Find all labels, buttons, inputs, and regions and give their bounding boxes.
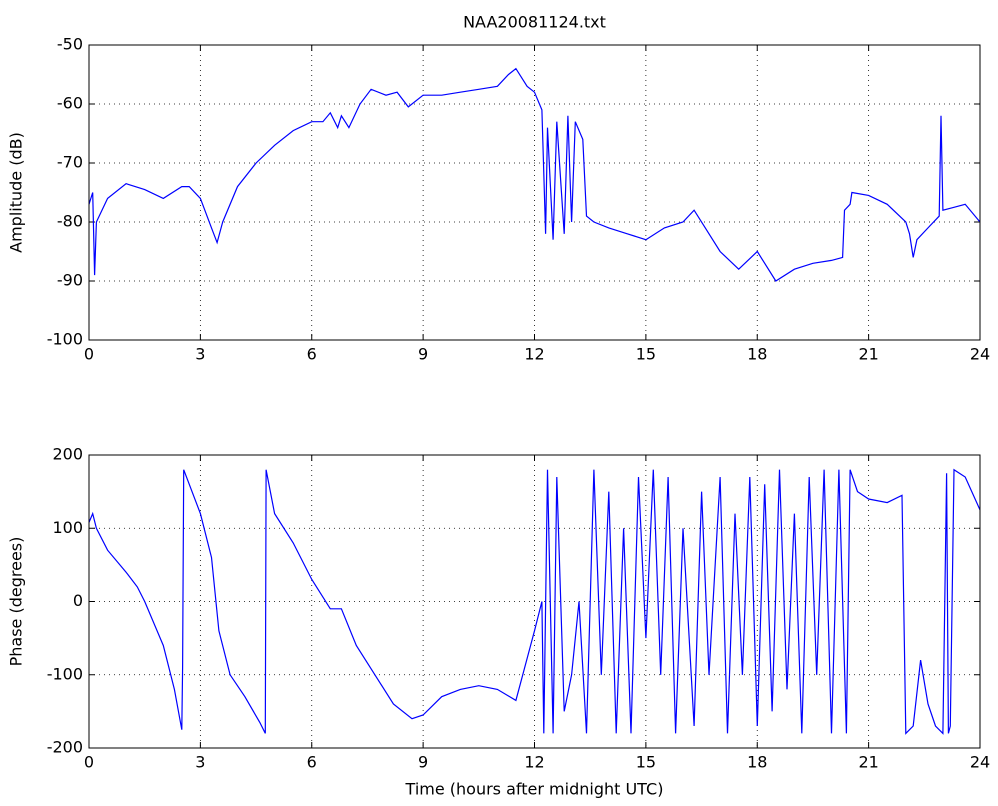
x-tick-label: 24 [970, 753, 990, 772]
x-tick-label: 15 [636, 753, 656, 772]
x-tick-label: 9 [418, 345, 428, 364]
y-tick-label: -80 [57, 212, 83, 231]
x-tick-label: 12 [524, 345, 544, 364]
y-tick-label: 100 [52, 518, 83, 537]
data-line [88, 67, 981, 282]
y-tick-label: -100 [47, 664, 83, 683]
x-tick-label: 18 [747, 345, 767, 364]
x-tick-label: 9 [418, 753, 428, 772]
y-tick-label: 200 [52, 445, 83, 464]
x-tick-label: 15 [636, 345, 656, 364]
x-tick-label: 21 [858, 753, 878, 772]
data-line [88, 468, 981, 735]
axes-box [88, 44, 981, 341]
x-tick-label: 6 [307, 345, 317, 364]
y-tick-label: -60 [57, 94, 83, 113]
x-tick-label: 21 [858, 345, 878, 364]
x-tick-label: 3 [195, 753, 205, 772]
y-tick-label: -70 [57, 153, 83, 172]
x-tick-label: 6 [307, 753, 317, 772]
y-tick-label: -50 [57, 35, 83, 54]
x-axis-label: Time (hours after midnight UTC) [405, 780, 664, 799]
x-tick-label: 18 [747, 753, 767, 772]
x-tick-label: 0 [84, 753, 94, 772]
y-tick-label: -200 [47, 738, 83, 757]
y-tick-label: -100 [47, 330, 83, 349]
y-tick-label: -90 [57, 271, 83, 290]
chart-title: NAA20081124.txt [463, 13, 606, 32]
y-axis-label: Phase (degrees) [7, 537, 26, 667]
x-tick-label: 12 [524, 753, 544, 772]
axes-box [88, 454, 981, 749]
y-axis-label: Amplitude (dB) [7, 132, 26, 253]
x-tick-label: 0 [84, 345, 94, 364]
x-tick-label: 24 [970, 345, 990, 364]
x-tick-label: 3 [195, 345, 205, 364]
y-tick-label: 0 [73, 591, 83, 610]
